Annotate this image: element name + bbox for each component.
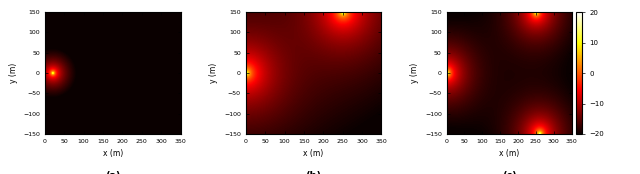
X-axis label: x (m): x (m) bbox=[102, 149, 123, 158]
X-axis label: x (m): x (m) bbox=[303, 149, 324, 158]
Y-axis label: y (m): y (m) bbox=[209, 63, 218, 83]
Text: (a): (a) bbox=[105, 171, 120, 174]
Text: (b): (b) bbox=[305, 171, 322, 174]
Text: (c): (c) bbox=[502, 171, 516, 174]
Y-axis label: y (m): y (m) bbox=[8, 63, 17, 83]
Y-axis label: y (m): y (m) bbox=[410, 63, 419, 83]
X-axis label: x (m): x (m) bbox=[499, 149, 519, 158]
